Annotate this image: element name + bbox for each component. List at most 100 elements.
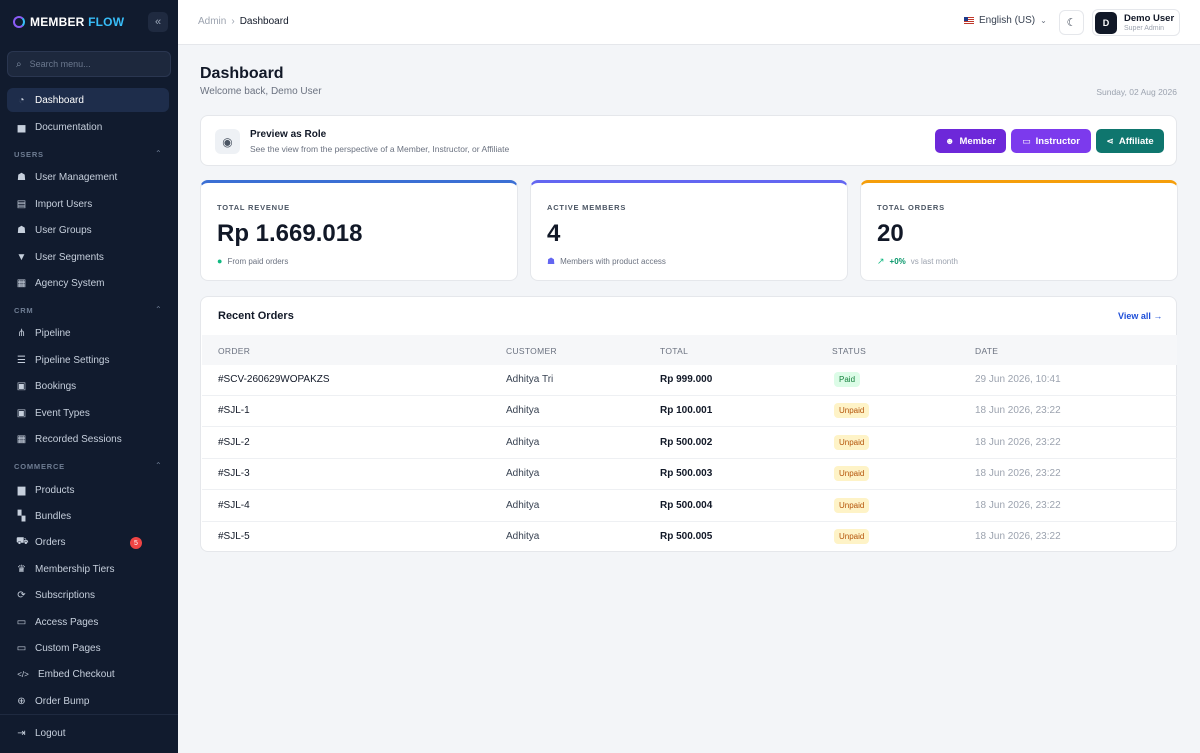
section-label-crm[interactable]: CRM <box>14 306 34 315</box>
button-label: Member <box>959 135 996 147</box>
sidebar-item-label: Membership Tiers <box>35 563 115 575</box>
theme-toggle-button[interactable]: ☾ <box>1059 10 1084 35</box>
logout-button[interactable]: ⇥ Logout <box>7 721 169 745</box>
sidebar-item-dashboard[interactable]: ◔ Dashboard <box>7 88 169 112</box>
column-header-status: STATUS <box>832 346 867 356</box>
table-row[interactable]: #SJL-3 Adhitya Rp 500.003 Unpaid 18 Jun … <box>202 459 1177 490</box>
eye-icon: ◉ <box>215 129 240 154</box>
order-date: 18 Jun 2026, 23:22 <box>975 437 1061 448</box>
refresh-icon: ⟳ <box>17 589 26 601</box>
order-id[interactable]: #SJL-2 <box>218 437 250 448</box>
sidebar-item-label: Import Users <box>35 198 93 210</box>
sidebar-item-label: Order Bump <box>35 695 90 707</box>
preview-member-button[interactable]: ☻ Member <box>935 129 1006 153</box>
sidebar-item-custom-pages[interactable]: ▭ Custom Pages <box>7 636 169 660</box>
sidebar-item-subscriptions[interactable]: ⟳ Subscriptions <box>7 583 169 607</box>
collapse-sidebar-button[interactable]: « <box>148 12 168 32</box>
chevron-up-icon[interactable]: ⌃ <box>155 305 162 314</box>
sidebar-item-label: User Management <box>35 171 118 183</box>
sidebar-search-input[interactable] <box>29 59 150 69</box>
sidebar-item-bundles[interactable]: ▚ Bundles <box>7 504 169 528</box>
status-badge: Unpaid <box>834 529 870 544</box>
sidebar-item-agency-system[interactable]: ▦ Agency System <box>7 271 169 295</box>
page-title: Dashboard <box>200 65 284 82</box>
user-menu[interactable]: D Demo User Super Admin <box>1092 9 1180 36</box>
order-total: Rp 500.002 <box>660 437 713 448</box>
sidebar-item-orders[interactable]: ⛟ Orders 5 <box>7 530 169 554</box>
sidebar-item-membership-tiers[interactable]: ♛ Membership Tiers <box>7 557 169 581</box>
customer-name: Adhitya Tri <box>506 374 554 385</box>
sidebar-item-documentation[interactable]: ▅ Documentation <box>7 115 169 139</box>
stat-note: ☗ Members with product access <box>547 256 666 266</box>
table-row[interactable]: #SJL-1 Adhitya Rp 100.001 Unpaid 18 Jun … <box>202 396 1177 427</box>
sidebar-item-event-types[interactable]: ▣ Event Types <box>7 401 169 425</box>
sidebar-item-label: Bookings <box>35 380 77 392</box>
double-chevron-left-icon: « <box>154 16 162 28</box>
order-total: Rp 500.004 <box>660 500 713 511</box>
language-selector[interactable]: English (US) ⌄ <box>964 15 1047 26</box>
table-row[interactable]: #SCV-260629WOPAKZS Adhitya Tri Rp 999.00… <box>202 365 1177 396</box>
sidebar-item-user-segments[interactable]: ▼ User Segments <box>7 245 169 269</box>
stat-card-total-orders: TOTAL ORDERS 20 ↗ +0% vs last month <box>860 180 1178 281</box>
order-id[interactable]: #SJL-3 <box>218 468 250 479</box>
order-id[interactable]: #SCV-260629WOPAKZS <box>218 374 330 385</box>
sidebar-item-label: Products <box>35 484 75 496</box>
file-import-icon: ▤ <box>16 198 27 210</box>
crown-icon: ♛ <box>17 563 26 575</box>
view-all-link[interactable]: View all → <box>1118 311 1163 321</box>
column-header-customer: CUSTOMER <box>506 346 557 356</box>
sidebar-search[interactable]: ⌕ <box>7 51 171 77</box>
order-date: 18 Jun 2026, 23:22 <box>975 531 1061 542</box>
user-icon: ☻ <box>945 136 955 146</box>
sidebar-item-embed-checkout[interactable]: </> Embed Checkout <box>7 662 169 686</box>
sidebar-item-label: User Segments <box>35 251 104 263</box>
sidebar-item-access-pages[interactable]: ▭ Access Pages <box>7 610 169 634</box>
status-badge: Paid <box>834 372 861 387</box>
user-name: Demo User <box>1124 13 1175 24</box>
sidebar-item-label: Recorded Sessions <box>35 433 122 445</box>
sidebar-item-label: Agency System <box>35 277 105 289</box>
brand-logo[interactable]: MEMBER FLOW <box>13 12 124 32</box>
chevron-up-icon[interactable]: ⌃ <box>155 461 162 470</box>
preview-subtitle: See the view from the perspective of a M… <box>250 144 510 154</box>
preview-title: Preview as Role <box>250 129 327 140</box>
table-row[interactable]: #SJL-2 Adhitya Rp 500.002 Unpaid 18 Jun … <box>202 428 1177 459</box>
order-id[interactable]: #SJL-1 <box>218 405 250 416</box>
sidebar-item-recorded-sessions[interactable]: ▦ Recorded Sessions <box>7 427 169 451</box>
chevron-up-icon[interactable]: ⌃ <box>155 149 162 158</box>
sidebar-item-label: Access Pages <box>35 616 99 628</box>
sidebar-item-order-bump[interactable]: ⊕ Order Bump <box>7 689 169 713</box>
stat-value: 20 <box>877 220 904 247</box>
order-date: 18 Jun 2026, 23:22 <box>975 405 1061 416</box>
table-row[interactable]: #SJL-4 Adhitya Rp 500.004 Unpaid 18 Jun … <box>202 491 1177 522</box>
sidebar-item-pipeline[interactable]: ⋔ Pipeline <box>7 321 169 345</box>
customer-name: Adhitya <box>506 437 540 448</box>
sidebar-divider <box>0 714 178 715</box>
button-label: Instructor <box>1035 135 1080 147</box>
order-id[interactable]: #SJL-5 <box>218 531 250 542</box>
building-icon: ▦ <box>16 277 27 289</box>
page-subtitle: Welcome back, Demo User <box>200 86 322 97</box>
sliders-icon: ☰ <box>17 354 26 366</box>
preview-affiliate-button[interactable]: ⋖ Affiliate <box>1096 129 1164 153</box>
order-id[interactable]: #SJL-4 <box>218 500 250 511</box>
table-row[interactable]: #SJL-5 Adhitya Rp 500.005 Unpaid 18 Jun … <box>202 522 1177 553</box>
section-label-commerce[interactable]: COMMERCE <box>14 462 65 471</box>
sidebar-item-pipeline-settings[interactable]: ☰ Pipeline Settings <box>7 348 169 372</box>
preview-instructor-button[interactable]: ▭ Instructor <box>1011 129 1091 153</box>
plus-circle-icon: ⊕ <box>17 695 26 707</box>
box-icon: ▆ <box>17 484 26 496</box>
stat-card-active-members: ACTIVE MEMBERS 4 ☗ Members with product … <box>530 180 848 281</box>
order-total: Rp 999.000 <box>660 374 713 385</box>
breadcrumb-admin[interactable]: Admin <box>198 16 227 27</box>
sidebar-item-user-groups[interactable]: ☗ User Groups <box>7 218 169 242</box>
sidebar-item-user-management[interactable]: ☗ User Management <box>7 165 169 189</box>
sidebar-item-products[interactable]: ▆ Products <box>7 478 169 502</box>
sidebar-item-import-users[interactable]: ▤ Import Users <box>7 192 169 216</box>
sidebar-item-label: Bundles <box>35 510 72 522</box>
pages-icon: ▭ <box>16 616 27 628</box>
sidebar-item-bookings[interactable]: ▣ Bookings <box>7 374 169 398</box>
moon-icon: ☾ <box>1066 17 1077 29</box>
sidebar-item-label: Pipeline Settings <box>35 354 110 366</box>
section-label-users[interactable]: USERS <box>14 150 44 159</box>
